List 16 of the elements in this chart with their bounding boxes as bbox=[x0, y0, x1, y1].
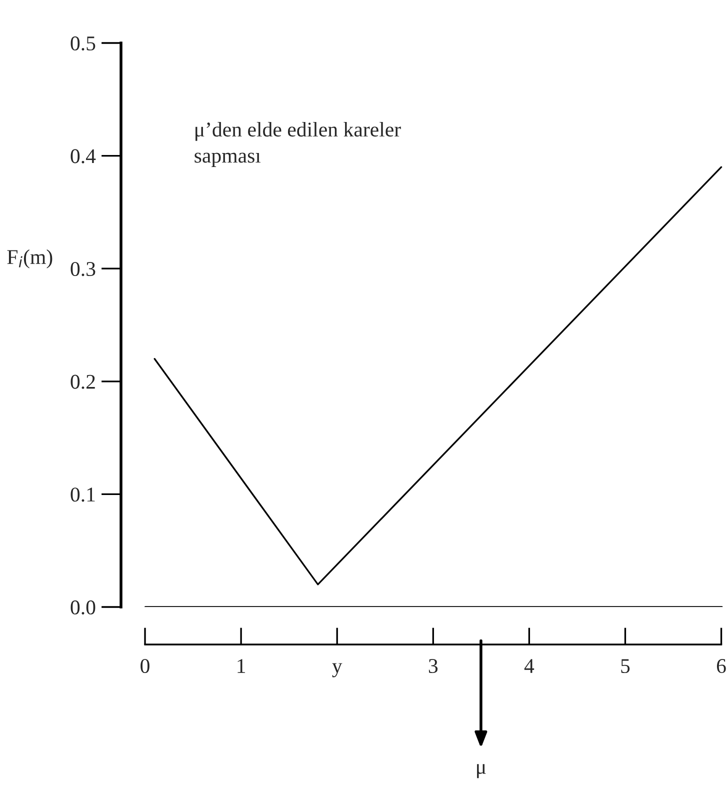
x-tick-label: y bbox=[332, 663, 342, 678]
y-axis-title: F$_{i}$(m) bbox=[7, 249, 52, 268]
y-tick-label: 0.2 bbox=[70, 374, 95, 389]
x-tick-label: 3 bbox=[428, 659, 438, 674]
text: μ bbox=[477, 764, 486, 778]
x-tick-label: 4 bbox=[524, 659, 534, 673]
y-tick-label: 0.3 bbox=[70, 262, 96, 276]
x-tick-label: 6 bbox=[716, 659, 726, 674]
x-tick-label: 5 bbox=[621, 659, 630, 674]
y-tick-label: 0.0 bbox=[70, 600, 96, 615]
y-tick-label: 0.4 bbox=[70, 149, 96, 164]
x-tick-label: 1 bbox=[238, 659, 246, 673]
y-tick-label: 0.1 bbox=[70, 488, 95, 502]
y-tick-label: 0.5 bbox=[70, 36, 96, 51]
x-tick-label: 0 bbox=[140, 658, 150, 674]
annotation: μ’den elde edilen kareler sapması bbox=[194, 122, 401, 167]
